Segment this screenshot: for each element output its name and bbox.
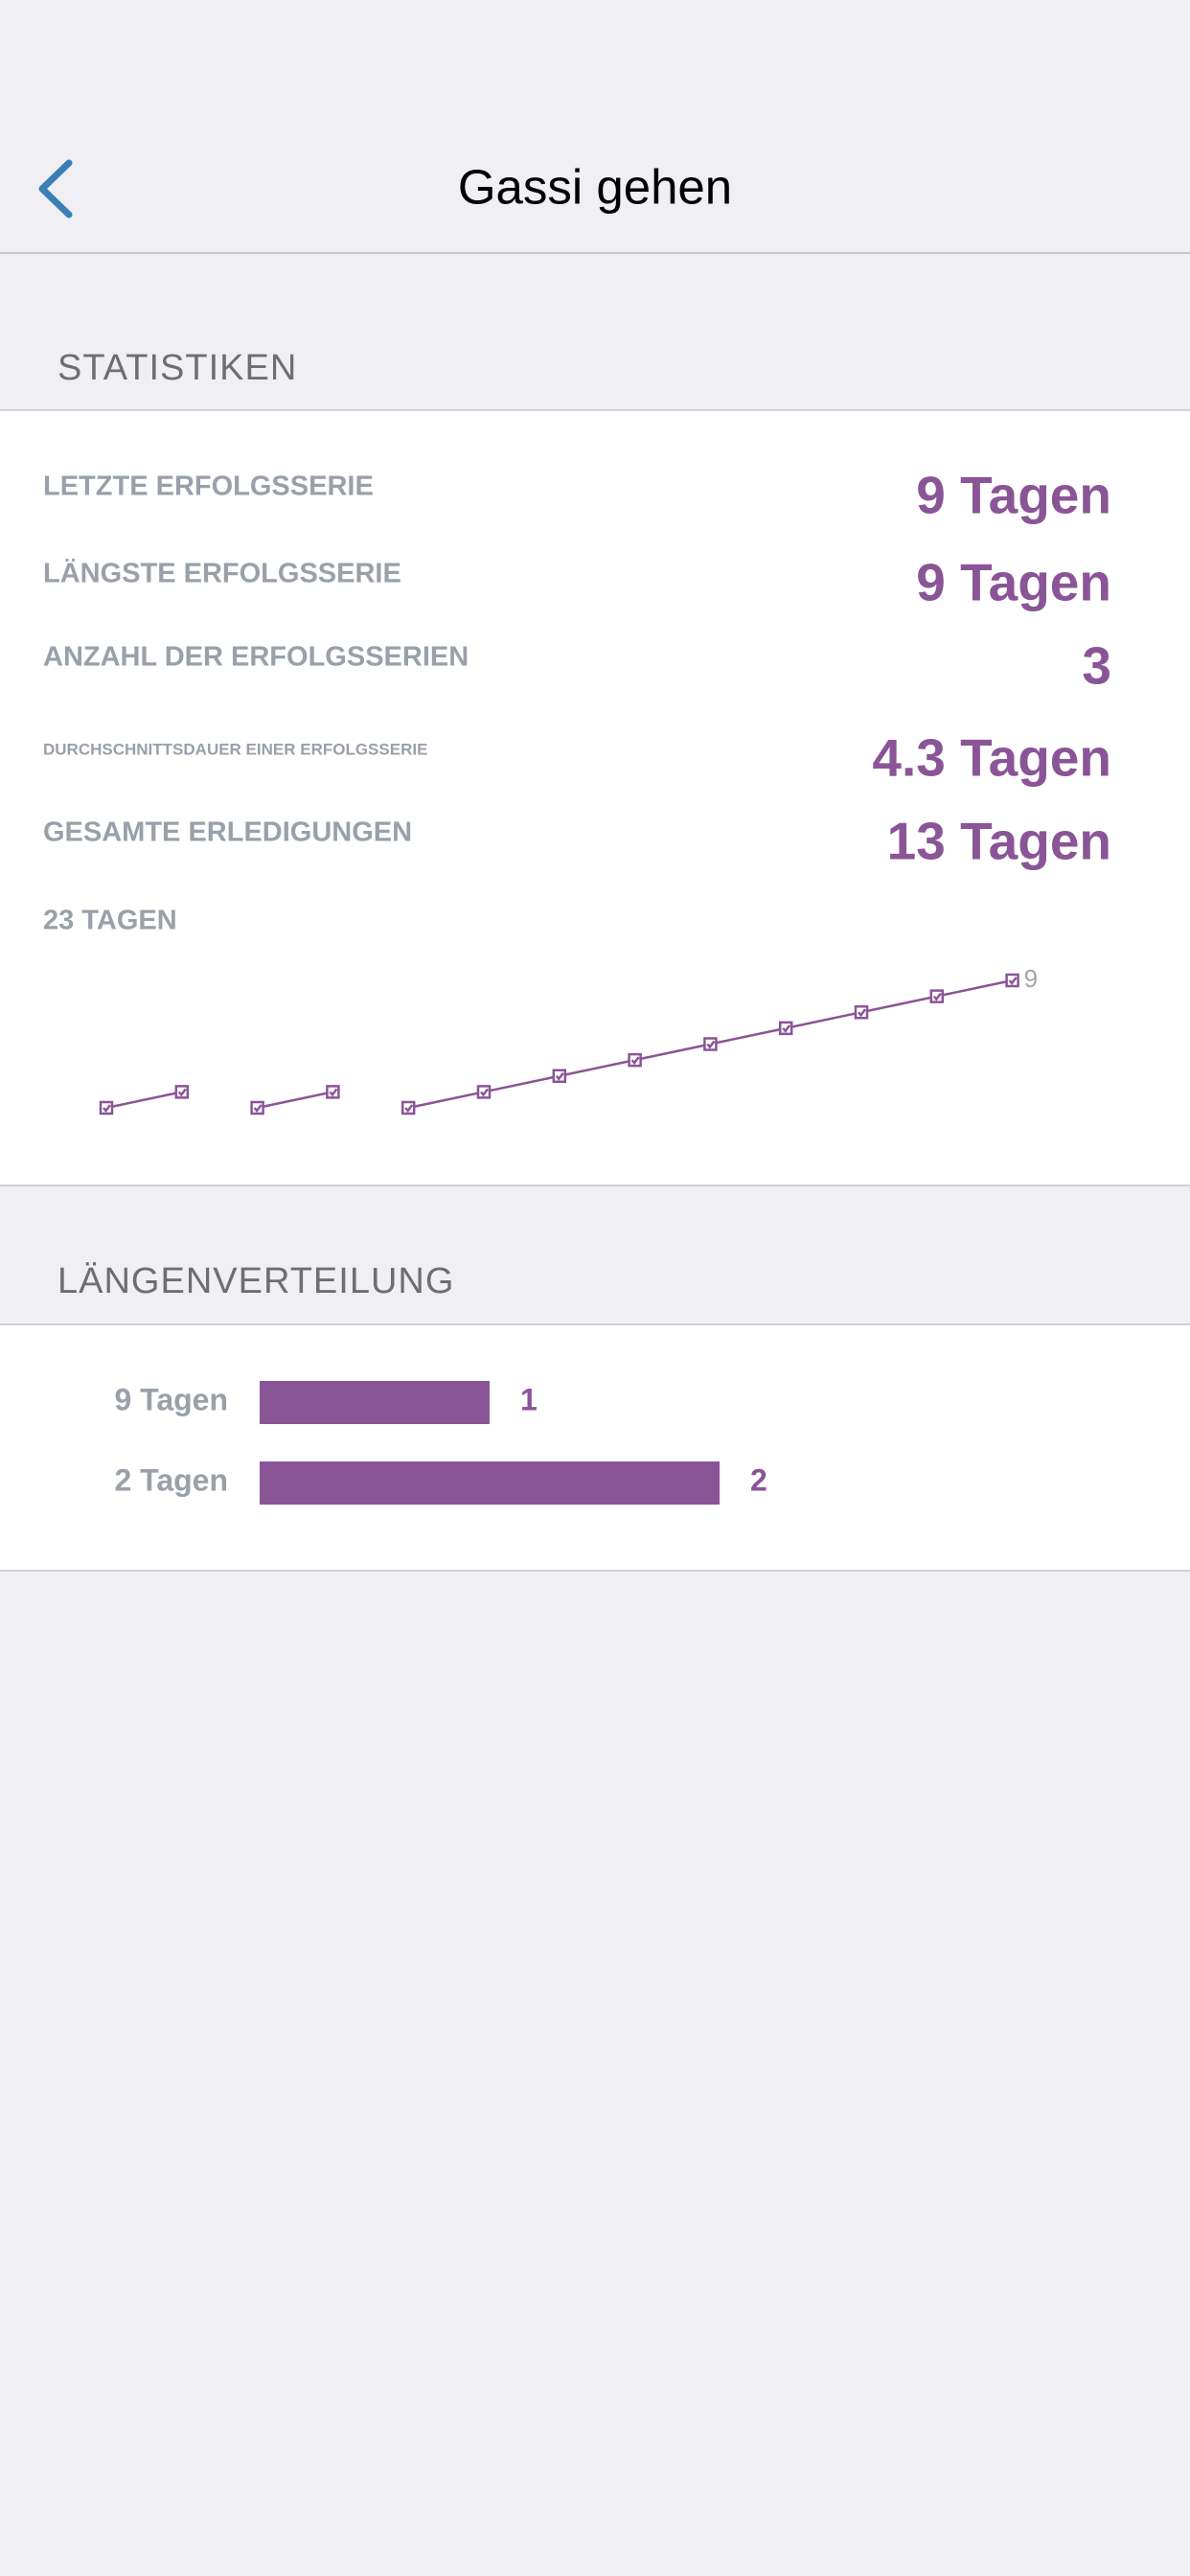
streak-point: [1005, 973, 1019, 988]
bar: [260, 1461, 720, 1505]
streak-point: [628, 1052, 642, 1068]
stat-value: 4.3 Tagen: [872, 728, 1111, 788]
distribution-card: [0, 1324, 1190, 1571]
section-header: STATISTIKEN: [57, 348, 297, 388]
point-check: [555, 1072, 564, 1081]
streak-point: [552, 1069, 567, 1083]
bar-label: 9 Tagen: [114, 1382, 228, 1416]
point-check: [932, 992, 942, 1001]
point-check: [177, 1088, 187, 1097]
streak-point: [250, 1100, 264, 1116]
streak-point: [929, 989, 945, 1003]
stat-label: DURCHSCHNITTSDAUER EINER ERFOLGSSERIE: [43, 740, 427, 758]
point-check: [706, 1040, 716, 1049]
stat-label: LETZTE ERFOLGSSERIE: [43, 472, 374, 502]
stats-card: [0, 410, 1190, 1185]
point-check: [404, 1104, 414, 1114]
section-header: LÄNGENVERTEILUNG: [57, 1261, 454, 1301]
back-button[interactable]: [38, 159, 73, 218]
point-check: [253, 1104, 263, 1114]
point-check: [630, 1056, 640, 1066]
bar-label: 2 Tagen: [114, 1462, 228, 1497]
point-check: [103, 1104, 111, 1114]
bar: [260, 1381, 490, 1424]
streak-point: [703, 1037, 718, 1051]
point-check: [858, 1008, 866, 1018]
bar-value: 2: [750, 1462, 767, 1497]
stat-value: 9 Tagen: [916, 553, 1111, 612]
streak-point: [854, 1005, 869, 1020]
point-check: [782, 1024, 791, 1033]
point-check: [480, 1088, 489, 1097]
stat-value: 9 Tagen: [916, 466, 1111, 525]
point-check: [329, 1088, 338, 1097]
nav-title: Gassi gehen: [458, 159, 732, 214]
streak-point: [476, 1085, 492, 1099]
point-label: 9: [1024, 964, 1038, 993]
stat-label: ANZAHL DER ERFOLGSSERIEN: [43, 642, 469, 673]
streak-point: [326, 1085, 340, 1099]
streak-line: [257, 1091, 333, 1110]
streak-line: [105, 1091, 183, 1110]
chart-title: 23 TAGEN: [43, 906, 177, 936]
streak-point: [174, 1085, 190, 1099]
stat-value: 13 Tagen: [887, 812, 1111, 871]
streak-point: [99, 1100, 114, 1116]
stat-label: LÄNGSTE ERFOLGSSERIE: [43, 558, 401, 589]
stat-value: 3: [1082, 636, 1111, 696]
stat-label: GESAMTE ERLEDIGUNGEN: [43, 817, 412, 848]
streak-point: [400, 1100, 416, 1116]
streak-point: [778, 1021, 793, 1036]
point-check: [1008, 977, 1018, 986]
bar-value: 1: [520, 1382, 538, 1416]
